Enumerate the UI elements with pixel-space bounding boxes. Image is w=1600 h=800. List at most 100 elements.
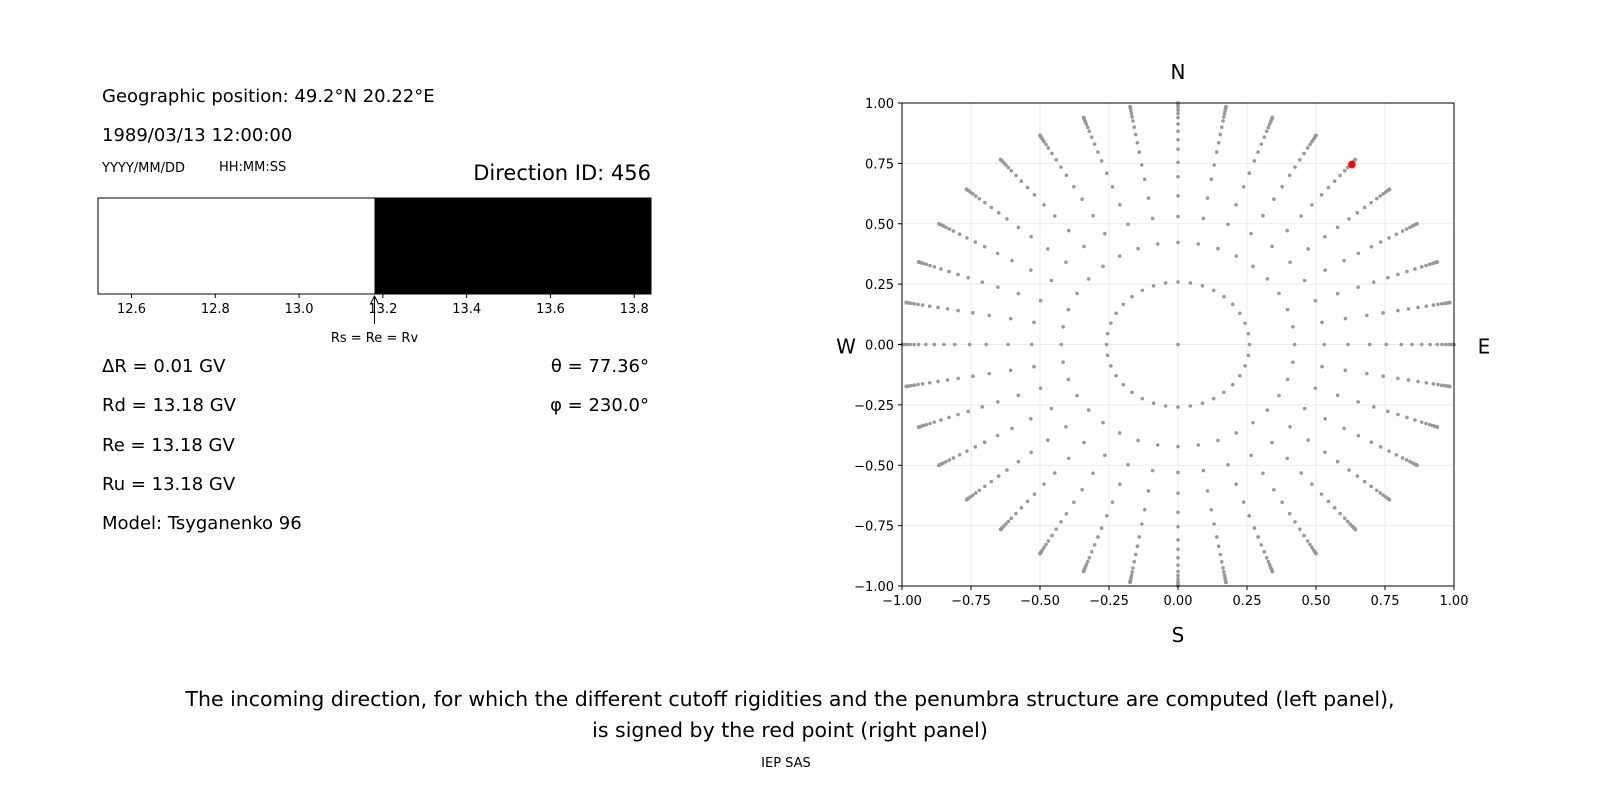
direction-point [964,187,969,192]
direction-point [1222,294,1226,299]
direction-point [1308,142,1312,147]
direction-point [1335,291,1340,296]
direction-point [1439,302,1444,306]
direction-point [908,342,912,347]
direction-point [1247,171,1252,176]
y-tick-label: 0.75 [865,157,894,172]
direction-point [1396,412,1400,417]
direction-point [1080,197,1084,202]
direction-point [1435,260,1440,264]
direction-point [1408,459,1412,464]
direction-point [1428,342,1432,347]
x-tick-label: 0.00 [1164,594,1193,609]
direction-point [1150,216,1155,221]
direction-point [1288,424,1292,429]
direction-point [1247,513,1252,518]
direction-point [1319,193,1324,197]
direction-point [998,157,1003,162]
direction-point [1362,205,1367,210]
direction-point [1365,371,1369,376]
direction-point [1110,500,1115,504]
direction-point [1081,115,1086,120]
direction-point [1342,426,1346,431]
direction-point [1440,342,1444,347]
direction-point [1136,438,1140,443]
direction-point [977,196,982,201]
direction-point [996,211,1001,215]
direction-point [1246,331,1251,336]
ru-value: Ru = 13.18 GV [102,474,236,495]
direction-point [1218,552,1223,557]
direction-point [1262,550,1267,554]
direction-point [1101,420,1105,425]
direction-point [1211,288,1216,293]
direction-point [1424,263,1428,268]
direction-point [1293,165,1297,169]
direction-point [995,251,1000,256]
direction-point [1270,115,1275,120]
direction-point [982,440,987,444]
direction-point [1008,368,1013,373]
direction-point [1285,307,1290,312]
direction-point [1136,246,1140,251]
direction-point [1032,320,1036,325]
direction-point [1130,390,1134,395]
x-tick-label: 0.50 [1302,594,1331,609]
direction-point [1019,179,1024,183]
direction-point [1323,417,1327,421]
direction-point [1314,133,1318,138]
direction-point [932,265,937,269]
direction-point [1234,202,1238,207]
direction-point [1087,129,1092,134]
direction-point [1238,311,1242,316]
direction-point [1224,580,1228,585]
direction-point [916,382,920,387]
direction-point [1101,264,1105,269]
direction-point [936,305,940,310]
direction-point [1355,211,1360,215]
x-tick-label: 0.25 [1233,594,1262,609]
direction-point [1246,353,1251,358]
direction-point [924,342,928,347]
direction-point [1305,146,1310,150]
direction-point [939,418,943,422]
direction-scatter: −1.00−1.00 −0.75 −0.75 −0.50 −0.50 −0.25 −0.25… [836,60,1490,647]
direction-point [1196,242,1201,246]
direction-point [947,269,951,274]
direction-point [932,342,937,347]
direction-point [1103,453,1107,458]
direction-point [1128,580,1132,585]
direction-point [1085,559,1090,564]
direction-point [927,381,932,385]
direction-point [1243,364,1247,368]
direction-point [1099,159,1104,163]
direction-point [1010,258,1014,263]
direction-point [1448,384,1452,389]
direction-point [1386,275,1390,280]
direction-point [1427,262,1432,267]
direction-point [1176,444,1180,449]
direction-point [1066,377,1071,382]
direction-point [1241,185,1246,189]
direction-point [980,280,985,284]
direction-point [1176,129,1180,134]
y-tick-label: 0.50 [865,218,894,233]
direction-point [1176,573,1180,578]
direction-point [1345,519,1350,524]
direction-point [1150,468,1155,473]
direction-point [1132,559,1137,564]
direction-point [971,311,975,315]
direction-point [1256,150,1260,154]
direction-point [1302,278,1307,283]
direction-point [1387,236,1391,240]
direction-point [1082,440,1086,445]
direction-point [1424,421,1428,426]
direction-point [980,405,985,409]
direction-point [1288,260,1292,265]
direction-point [956,272,960,277]
direction-point [1066,456,1071,461]
direction-point [1369,245,1374,249]
direction-point [927,304,932,308]
direction-point [1431,382,1436,386]
direction-point [1201,468,1206,473]
